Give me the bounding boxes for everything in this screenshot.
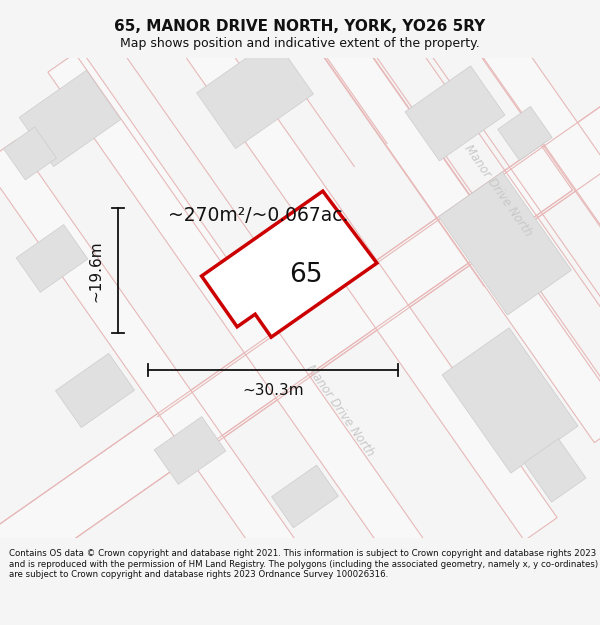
Text: ~19.6m: ~19.6m <box>89 240 104 302</box>
Polygon shape <box>154 417 226 484</box>
Text: Manor Drive North: Manor Drive North <box>461 142 535 239</box>
Polygon shape <box>272 465 338 528</box>
Text: Manor Drive North: Manor Drive North <box>304 362 377 459</box>
Polygon shape <box>197 38 313 149</box>
Polygon shape <box>498 106 552 161</box>
Text: 65: 65 <box>289 262 323 289</box>
Polygon shape <box>123 0 557 541</box>
Text: Contains OS data © Crown copyright and database right 2021. This information is : Contains OS data © Crown copyright and d… <box>9 549 598 579</box>
Text: ~30.3m: ~30.3m <box>242 383 304 398</box>
Text: ~270m²/~0.067ac.: ~270m²/~0.067ac. <box>168 206 349 225</box>
Polygon shape <box>48 49 482 625</box>
Polygon shape <box>16 224 88 292</box>
Text: 65, MANOR DRIVE NORTH, YORK, YO26 5RY: 65, MANOR DRIVE NORTH, YORK, YO26 5RY <box>115 19 485 34</box>
Polygon shape <box>0 140 417 625</box>
Polygon shape <box>442 328 578 473</box>
Polygon shape <box>19 71 121 166</box>
Text: Map shows position and indicative extent of the property.: Map shows position and indicative extent… <box>120 38 480 50</box>
Polygon shape <box>55 353 134 428</box>
Polygon shape <box>405 66 505 161</box>
Polygon shape <box>524 439 586 502</box>
Polygon shape <box>202 191 377 337</box>
Polygon shape <box>0 145 572 592</box>
Polygon shape <box>273 0 600 331</box>
Polygon shape <box>193 0 600 442</box>
Polygon shape <box>4 127 56 180</box>
Polygon shape <box>158 15 600 462</box>
Polygon shape <box>439 172 571 315</box>
